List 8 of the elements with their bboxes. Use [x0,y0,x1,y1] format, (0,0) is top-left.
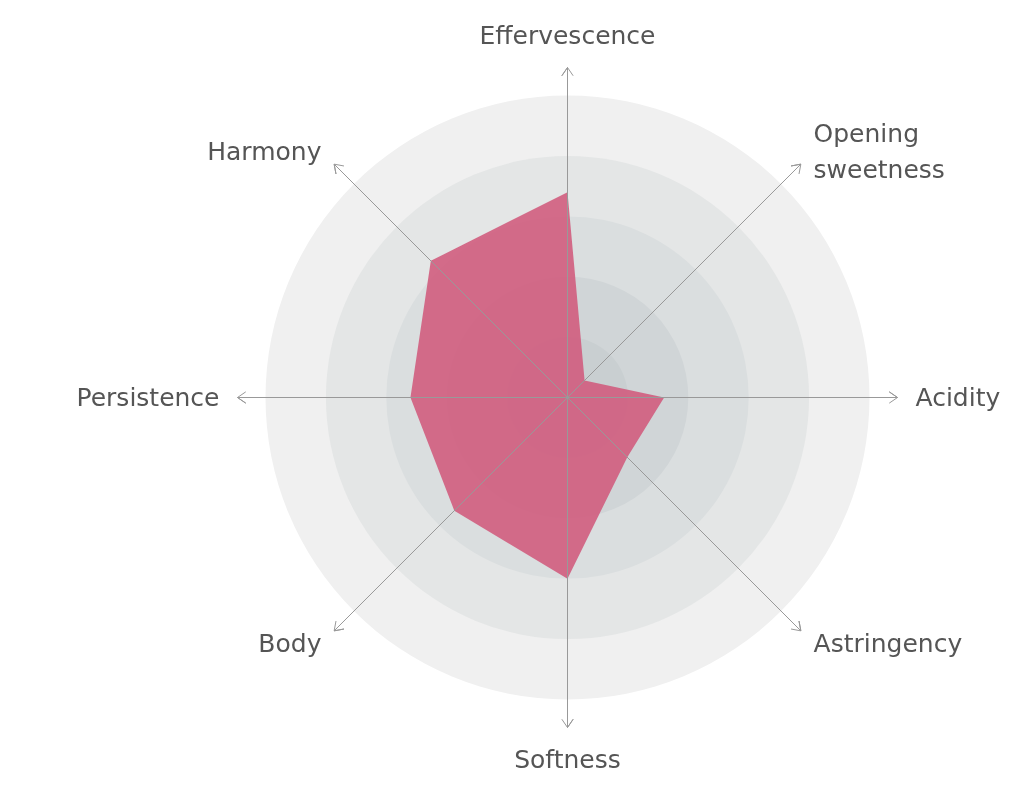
spoke-label: Persistence [76,383,220,412]
spoke-label: Opening sweetness [813,118,945,185]
spoke-label: Harmony [207,136,322,166]
spoke-label: Effervescence [479,21,656,50]
spoke-label: Astringency [813,629,963,659]
spoke-label: Softness [514,745,621,774]
spoke-label: Acidity [915,383,1001,412]
spoke-label: Body [258,629,322,659]
